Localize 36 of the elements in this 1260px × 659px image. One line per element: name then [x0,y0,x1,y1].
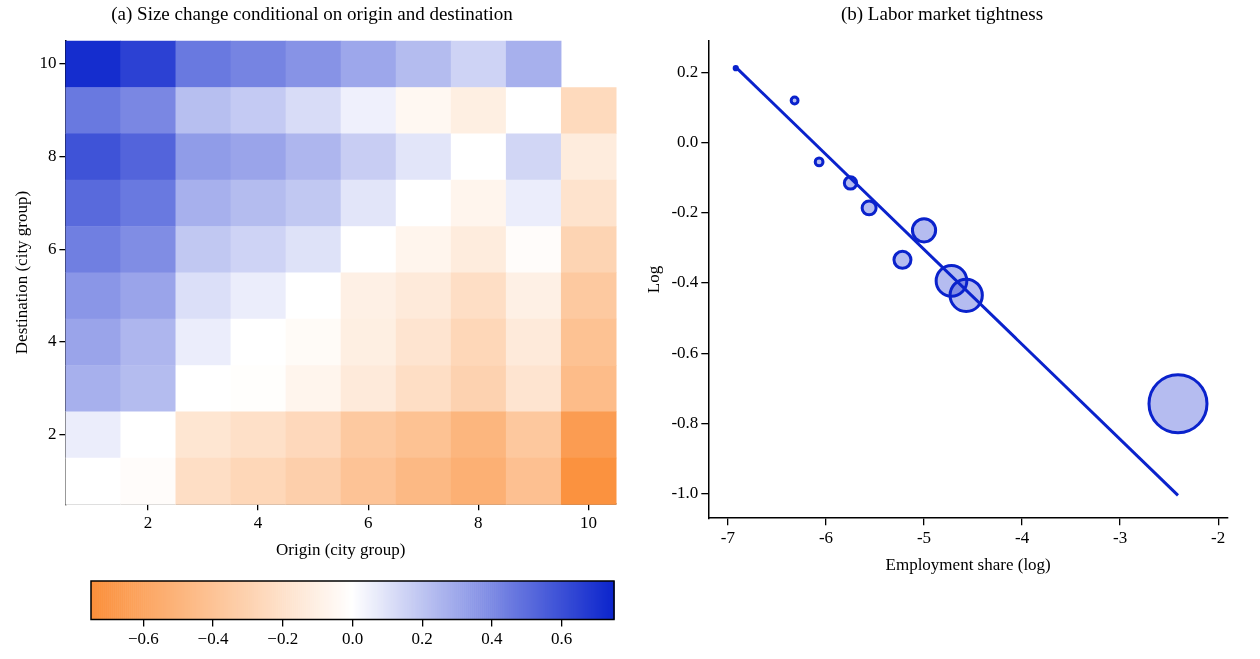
chart-title: (b) Labor market tightness [840,3,1044,26]
x-tick-label: -5 [916,527,932,547]
y-axis-title: Log [643,265,663,294]
color-bar-label: 0.4 [481,629,504,649]
y-tick-label: -1.0 [671,483,699,503]
color-bar-label: −0.4 [197,629,229,649]
y-tick-label: 4 [47,331,57,351]
x-tick-label: 2 [143,512,153,532]
x-tick-label: -4 [1015,527,1030,547]
x-axis-title: Employment share (log) [885,555,1051,575]
x-tick-label: 8 [474,512,483,532]
y-tick-label: -0.6 [671,342,699,362]
y-axis-title: Destination (city group) [11,190,31,355]
color-bar-label: 0.0 [341,629,364,649]
y-tick-label: 2 [47,424,57,444]
y-tick-label: 0.0 [677,132,699,152]
y-tick-label: -0.8 [671,412,699,432]
color-bar-label: −0.6 [127,629,159,649]
x-tick-label: 10 [579,512,597,532]
x-tick-label: -2 [1211,527,1226,547]
y-tick-label: 8 [47,146,57,166]
y-tick-label: -0.4 [671,272,699,292]
x-tick-label: -7 [720,527,736,547]
chart-title: (a) Size change conditional on origin and destination [111,3,514,26]
y-tick-label: 6 [47,238,57,258]
x-axis-title: Origin (city group) [276,540,406,560]
y-tick-label: 0.2 [677,61,699,81]
color-bar-label: 0.6 [551,629,573,649]
y-tick-label: 10 [39,53,57,73]
x-tick-label: 4 [253,512,263,532]
x-tick-label: 6 [363,512,373,532]
x-tick-label: -3 [1113,527,1128,547]
y-tick-label: -0.2 [671,202,699,222]
x-tick-label: -6 [818,527,834,547]
color-bar-label: −0.2 [267,629,299,649]
color-bar-label: 0.2 [411,629,433,649]
